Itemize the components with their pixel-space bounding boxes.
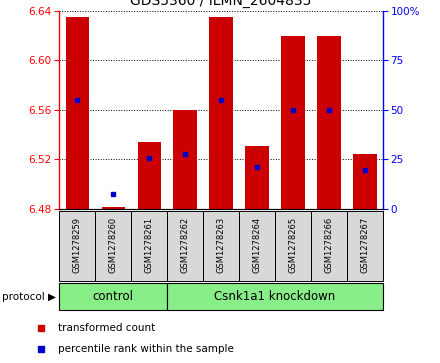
Bar [203,211,239,281]
Bar [317,36,341,209]
Bar [246,146,269,209]
Bar [173,110,197,209]
Text: percentile rank within the sample: percentile rank within the sample [58,344,234,354]
Text: GSM1278265: GSM1278265 [289,216,297,273]
Bar [95,211,131,281]
Text: GSM1278263: GSM1278263 [216,216,226,273]
Text: protocol ▶: protocol ▶ [2,292,56,302]
Bar [347,211,383,281]
Text: GSM1278262: GSM1278262 [181,216,190,273]
Bar [167,211,203,281]
Bar [275,211,311,281]
Text: GSM1278259: GSM1278259 [73,216,82,273]
Bar [311,211,347,281]
Bar [131,211,167,281]
Bar [59,283,167,310]
Bar [102,208,125,209]
Text: GSM1278267: GSM1278267 [360,216,369,273]
Text: GSM1278261: GSM1278261 [145,216,154,273]
Bar [239,211,275,281]
Bar [66,17,89,209]
Text: GSM1278260: GSM1278260 [109,216,118,273]
Bar [353,154,377,209]
Text: control: control [93,290,134,303]
Bar [138,142,161,209]
Text: Csnk1a1 knockdown: Csnk1a1 knockdown [214,290,336,303]
Title: GDS5360 / ILMN_2604835: GDS5360 / ILMN_2604835 [130,0,312,8]
Bar [167,283,383,310]
Bar [281,36,304,209]
Text: GSM1278266: GSM1278266 [324,216,334,273]
Bar [59,211,95,281]
Text: GSM1278264: GSM1278264 [253,216,261,273]
Bar [209,17,233,209]
Text: transformed count: transformed count [58,323,155,333]
